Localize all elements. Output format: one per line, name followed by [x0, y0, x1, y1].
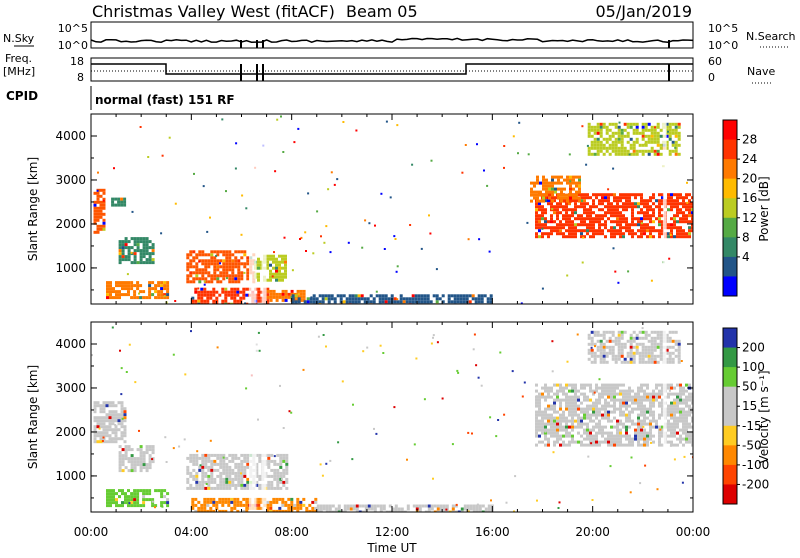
velocity-panel: 1000 2000 3000 4000 Slant Range [km] 200 100 50…: [26, 321, 771, 513]
power-colorbar-tick: 20: [742, 172, 757, 186]
nave-tick-bottom: 0: [708, 71, 715, 84]
velocity-y-tick-label: 1000: [55, 469, 86, 483]
beam-label: Beam 05: [346, 2, 418, 21]
freq-strip: Freq. [MHz] 18 8 60 0 Nave: [3, 52, 775, 84]
power-echo-region: [191, 287, 270, 304]
velocity-colorbar-tick: 100: [742, 360, 765, 374]
freq-dropouts: [240, 64, 670, 81]
velocity-colorbar-tick: 200: [742, 341, 765, 355]
velocity-y-tick-label: 4000: [55, 337, 86, 351]
freq-label-line1: Freq.: [5, 52, 32, 65]
power-y-axis-title: Slant Range [km]: [26, 157, 40, 261]
velocity-echo-region: [587, 330, 681, 364]
nsearch-tick-top: 10^5: [708, 22, 738, 35]
power-y-tick-label: 2000: [55, 217, 86, 231]
power-colorbar-title: Power [dB]: [757, 176, 771, 241]
velocity-y-tick-label: 2000: [55, 425, 86, 439]
velocity-echo-region: [93, 401, 127, 444]
freq-tick-top: 18: [70, 55, 84, 68]
power-echo-region: [530, 175, 581, 203]
power-echo-region: [111, 197, 127, 207]
power-y-tick-label: 4000: [55, 129, 86, 143]
x-axis: 00:00 04:00 08:00 12:00 16:00 20:00 00:00: [74, 525, 711, 539]
x-tick-label: 08:00: [274, 525, 309, 539]
power-colorbar: 28 24 20 16 12 8 4 Power [dB]: [722, 119, 771, 297]
velocity-echo-region: [316, 504, 494, 512]
nsky-label: N.Sky: [3, 32, 35, 45]
nave-tick-top: 60: [708, 55, 722, 68]
noise-strip: N.Sky 10^5 10^0 10^5 10^0 N.Search: [3, 21, 796, 52]
power-colorbar-tick: 16: [742, 191, 757, 205]
power-colorbar-tick: 28: [742, 133, 757, 147]
heatmap-panels: 1000 2000 3000 4000 Slant Range [km] 28 24 20 16…: [26, 113, 771, 513]
nsearch-tick-bottom: 10^0: [708, 39, 738, 52]
power-echo-region: [587, 122, 681, 156]
power-echoes: [93, 114, 693, 304]
date-label: 05/Jan/2019: [595, 2, 692, 21]
freq-trace: [91, 63, 693, 75]
cpid-strip: CPID normal (fast) 151 RF: [6, 86, 235, 110]
power-colorbar-tick: 12: [742, 211, 757, 225]
velocity-echo-region: [106, 489, 170, 508]
nsky-tick-top: 10^5: [58, 22, 88, 35]
cpid-program: normal (fast) 151 RF: [95, 93, 235, 107]
power-colorbar-tick: 24: [742, 152, 757, 166]
velocity-colorbar-title: Velocity [m s⁻¹]: [757, 370, 771, 463]
power-y-tick-label: 1000: [55, 261, 86, 275]
velocity-colorbar-tick: -100: [742, 458, 769, 472]
x-tick-label: 00:00: [676, 525, 711, 539]
x-tick-label: 20:00: [575, 525, 610, 539]
velocity-echo-region: [118, 445, 155, 473]
x-tick-label: 04:00: [174, 525, 209, 539]
freq-label-line2: [MHz]: [3, 65, 35, 78]
x-tick-label: 16:00: [475, 525, 510, 539]
power-colorbar-tick: 8: [742, 230, 750, 244]
velocity-echo-region: [535, 383, 693, 447]
station-title: Christmas Valley West (fitACF): [92, 2, 335, 21]
velocity-colorbar-tick: 15: [742, 399, 757, 413]
noise-dropouts: [240, 40, 670, 48]
power-y-tick-label: 3000: [55, 173, 86, 187]
nave-label: Nave: [747, 65, 775, 78]
power-echo-region: [106, 281, 170, 300]
velocity-echo-region: [186, 453, 289, 490]
x-axis-title: Time UT: [366, 541, 417, 554]
velocity-colorbar-tick: -50: [742, 438, 762, 452]
velocity-echoes: [91, 322, 693, 512]
power-panel: 1000 2000 3000 4000 Slant Range [km] 28 24 20 16…: [26, 113, 771, 305]
velocity-colorbar-tick: -200: [742, 477, 769, 491]
power-colorbar-tick: 4: [742, 250, 750, 264]
power-echo-region: [535, 193, 693, 239]
velocity-colorbar: 200 100 50 15 -15 -50 -100 -200 Velocity [m s⁻¹]: [722, 327, 771, 505]
nsky-tick-bottom: 10^0: [58, 39, 88, 52]
velocity-colorbar-tick: -15: [742, 419, 762, 433]
velocity-y-tick-label: 3000: [55, 381, 86, 395]
x-tick-label: 12:00: [375, 525, 410, 539]
power-echo-region: [93, 188, 106, 234]
power-echo-region: [186, 250, 256, 284]
noise-trace: [90, 37, 694, 43]
power-scatter: [96, 115, 689, 304]
freq-tick-bottom: 8: [77, 71, 84, 84]
velocity-colorbar-tick: 50: [742, 380, 757, 394]
power-echo-region: [118, 237, 155, 265]
power-echo-region: [254, 254, 287, 282]
velocity-y-axis-title: Slant Range [km]: [26, 365, 40, 469]
x-tick-label: 00:00: [74, 525, 109, 539]
cpid-label: CPID: [6, 89, 38, 103]
nsearch-label: N.Search: [746, 30, 796, 43]
